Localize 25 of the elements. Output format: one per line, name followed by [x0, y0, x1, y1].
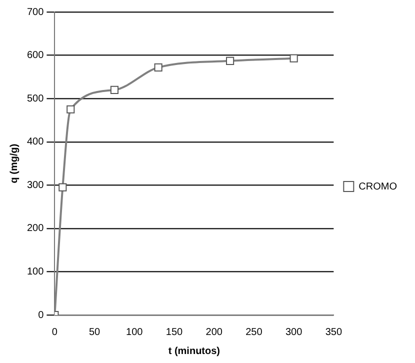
point [226, 56, 234, 65]
x-tick-label: 50 [88, 326, 101, 338]
y-tick-label: 100 [26, 266, 44, 278]
legend-label: CROMO [358, 181, 398, 192]
y-tick-label: 0 [38, 310, 44, 321]
y-tick-label: 500 [26, 93, 44, 104]
point [290, 54, 298, 62]
x-tick-label: 300 [285, 326, 303, 338]
x-tick-label: 350 [325, 326, 342, 338]
point [154, 63, 162, 72]
x-tick-label: 150 [166, 326, 184, 338]
x-axis-title: t (minutos) [168, 346, 220, 357]
point [66, 105, 75, 114]
point [110, 86, 119, 94]
y-axis-title: q (mg/g) [8, 144, 20, 184]
y-tick-label: 400 [26, 136, 44, 148]
y-tick-label: 600 [26, 50, 44, 62]
x-tick-label: 100 [126, 326, 144, 338]
x-tick-label: 200 [206, 326, 223, 338]
point [58, 183, 67, 192]
x-tick-label: 250 [246, 326, 263, 338]
y-tick-label: 200 [26, 223, 44, 234]
y-tick-label: 700 [26, 6, 44, 18]
y-tick-label: 300 [26, 180, 44, 191]
x-tick-label: 0 [52, 326, 58, 338]
